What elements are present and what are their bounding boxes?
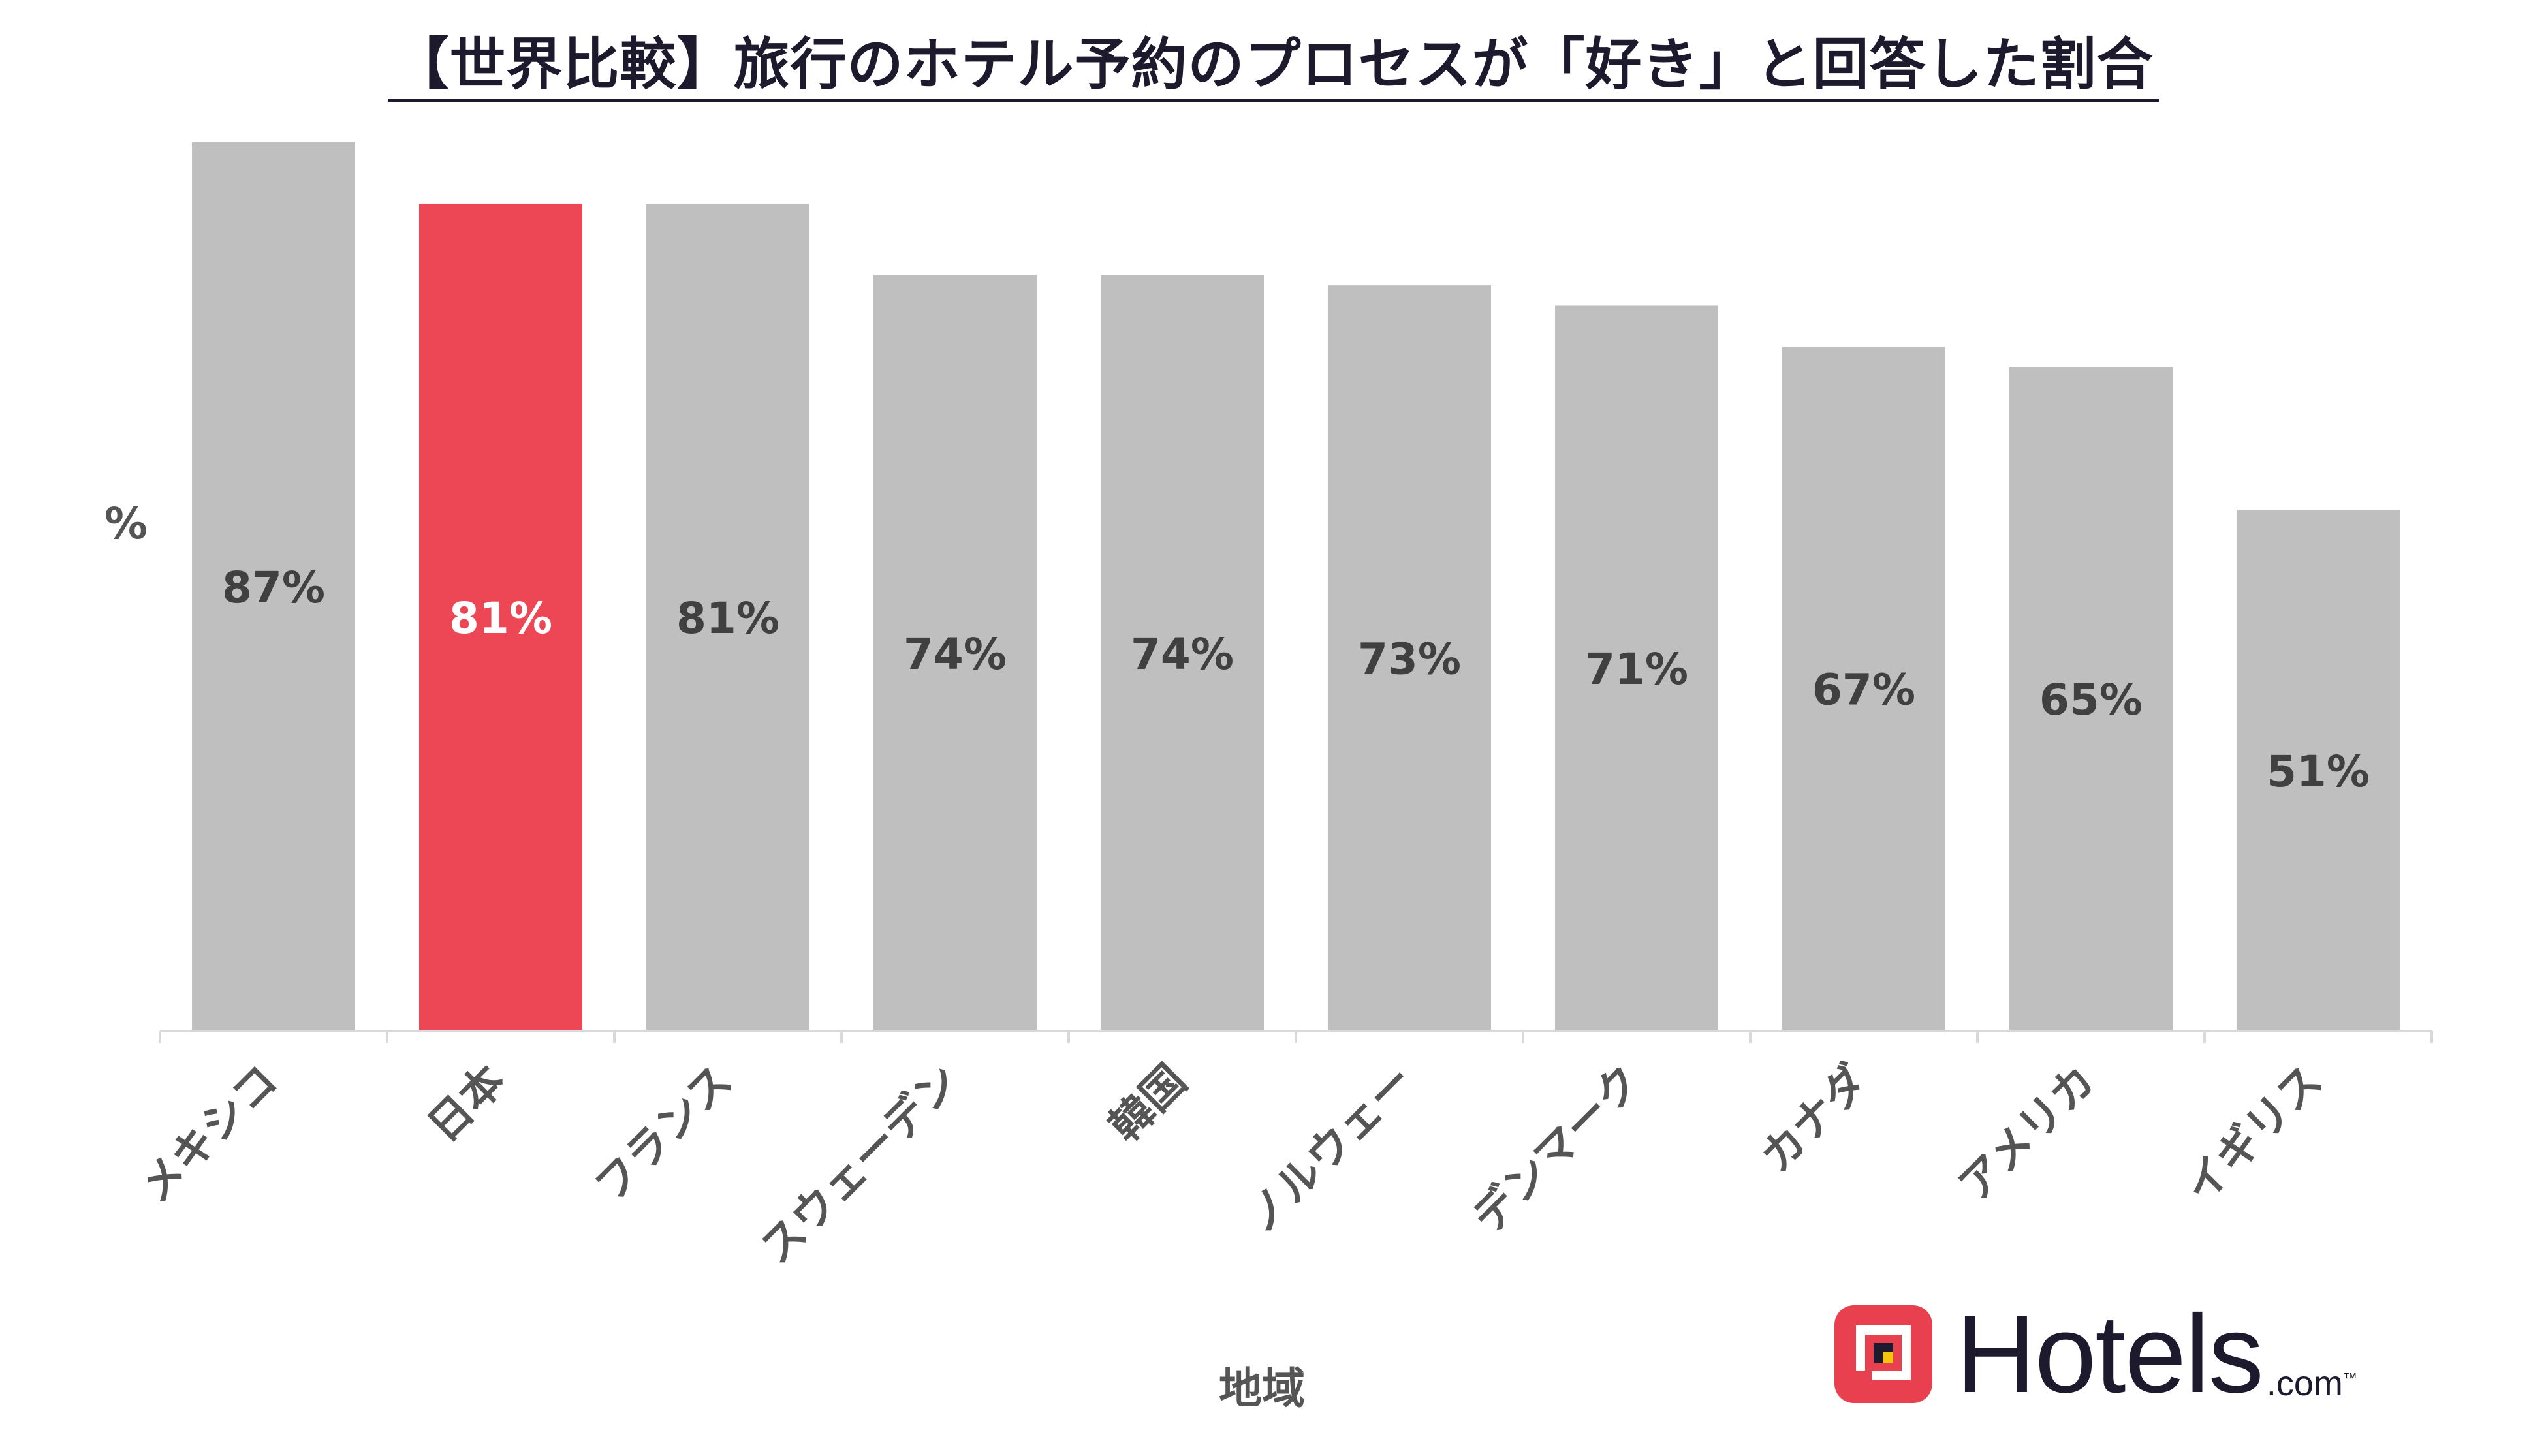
data-label-9: 51% [2267,747,2370,797]
x-tick-label-8: アメリカ [1949,1055,2105,1211]
bar-1 [419,203,582,1031]
bar-9 [2237,510,2400,1031]
bars-layer: 87% 81% 81% 74% 74% 73% 71% 67% 65% 51% [192,142,2400,1032]
x-tick-label-4: 韓国 [1100,1055,1197,1152]
x-tick-label-3: スウェーデン [751,1055,969,1273]
data-label-6: 71% [1585,644,1688,694]
x-axis-title: 地域 [1219,1363,1305,1414]
x-tick-label-9: イギリス [2175,1055,2332,1213]
hotels-com-logo: Hotels .com™ [1834,1292,2357,1416]
chart-title: 【世界比較】旅行のホテル予約のプロセスが「好き」と回答した割合 [0,18,2546,102]
x-tick-label-0: メキシコ [130,1055,287,1213]
data-label-5: 73% [1358,634,1461,685]
bar-6 [1555,305,1718,1031]
bar-4 [1101,275,1264,1032]
logo-suffix: .com™ [2266,1364,2357,1403]
x-tick-label-2: フランス [585,1055,742,1212]
bar-8 [2009,367,2173,1031]
bar-5 [1328,285,1491,1032]
bar-0 [192,142,355,1031]
bar-2 [646,203,809,1031]
x-tick-label-5: ノルウェー [1236,1055,1424,1243]
data-label-3: 74% [904,629,1007,679]
x-tick-label-6: デンマーク [1463,1055,1651,1243]
data-label-2: 81% [676,593,779,643]
x-tick-label-1: 日本 [418,1055,515,1152]
bar-7 [1782,347,1945,1031]
y-axis-title: % [104,499,148,549]
x-tick-label-7: カナダ [1751,1055,1878,1182]
hotels-logo-icon [1834,1305,1932,1403]
data-label-0: 87% [222,563,325,613]
logo-wordmark: Hotels [1956,1292,2264,1416]
data-label-1: 81% [449,593,552,643]
data-label-8: 65% [2039,675,2143,725]
data-label-7: 67% [1812,665,1915,715]
data-label-4: 74% [1131,629,1234,679]
bar-3 [873,275,1037,1032]
x-axis: メキシコ 日本 フランス スウェーデン 韓国 ノルウェー デンマーク カナダ アメリカ イギリス [130,1030,2433,1273]
